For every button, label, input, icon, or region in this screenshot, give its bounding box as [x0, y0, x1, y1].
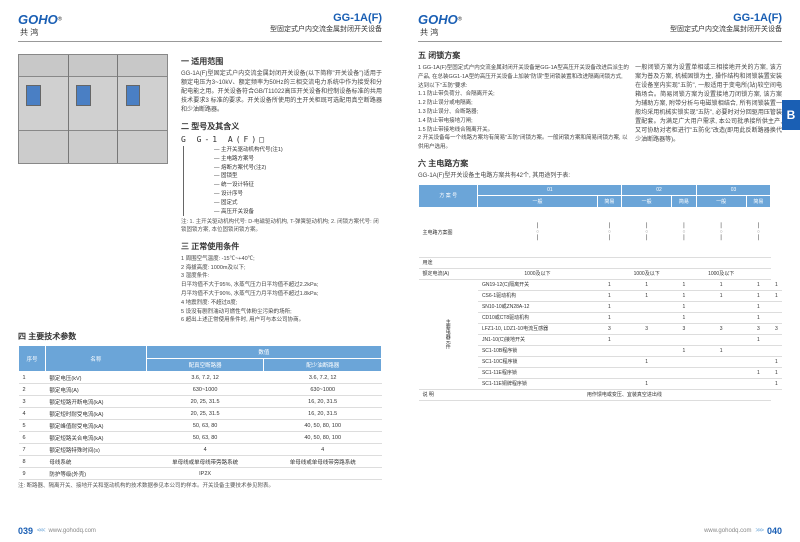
section-3-title: 三 正常使用条件: [181, 241, 382, 252]
section-2-notes: 注: 1. 主开关驱动机构代号: D-电磁驱动机构, T-弹簧驱动机构; 2. …: [181, 219, 382, 234]
page-header: GOHO®共 鸿 GG-1A(F)型固定式户内交流金属封闭开关设备: [418, 12, 782, 42]
model-code-diagram: G G-1 A(F)□ — 主开关驱动机构代号(注1)— 主电路方案号— 熔断方…: [181, 135, 382, 216]
page-footer-left: 039<<<www.gohodq.com: [18, 526, 96, 536]
section-tab: B: [782, 100, 800, 130]
section-6-title: 六 主电路方案: [418, 158, 782, 169]
section-5-title: 五 闭锁方案: [418, 50, 782, 61]
section-2-title: 二 型号及其含义: [181, 121, 382, 132]
section-5-right-text: 一般闭锁方案为设置单相或三相接地开关的方案, 该方案为普及方案, 机械固锁为主,…: [635, 64, 782, 152]
section-6-intro: GG-1A(F)型开关设备主电路方案共有42个, 其用途列于表:: [418, 172, 782, 181]
section-4-title: 四 主要技术参数: [18, 331, 382, 342]
logo: GOHO®共 鸿: [418, 12, 462, 38]
section-1-title: 一 适用范围: [181, 56, 382, 67]
logo: GOHO®共 鸿: [18, 12, 62, 38]
section-4-footnote: 注: 断路器、隔离开关、接地开关和驱动机构的技术数据参见本公司的样本。开关设备主…: [18, 483, 382, 491]
page-header: GOHO®共 鸿 GG-1A(F)型固定式户内交流金属封闭开关设备: [18, 12, 382, 42]
section-3-list: 1 周围空气温度: -15℃~+40℃;2 海拔高度: 1000m及以下;3 湿…: [181, 255, 382, 325]
product-subtitle: 型固定式户内交流金属封闭开关设备: [270, 24, 382, 34]
page-footer-right: www.gohodq.com>>>040: [704, 526, 782, 536]
section-1-text: GG-1A(F)型固定式户内交流金属封闭开关设备(以下简称"开关设备")适用于额…: [181, 70, 382, 115]
section-5-left-list: 1 GG-1A(F)型固定式户内交流金属封闭开关设备是GG-1A型高压开关设备改…: [418, 64, 629, 152]
model-code: GG-1A(F): [270, 12, 382, 24]
params-table: 序号名称数值配真空断路器配少油断路器 1额定电压(kV)3.6, 7.2, 12…: [18, 345, 382, 480]
circuit-table: 方 案 号010203一般简易一般简易一般简易 主电路方案图┃○┃┃○┃┃○┃┃…: [418, 184, 782, 401]
product-image: [18, 54, 168, 164]
